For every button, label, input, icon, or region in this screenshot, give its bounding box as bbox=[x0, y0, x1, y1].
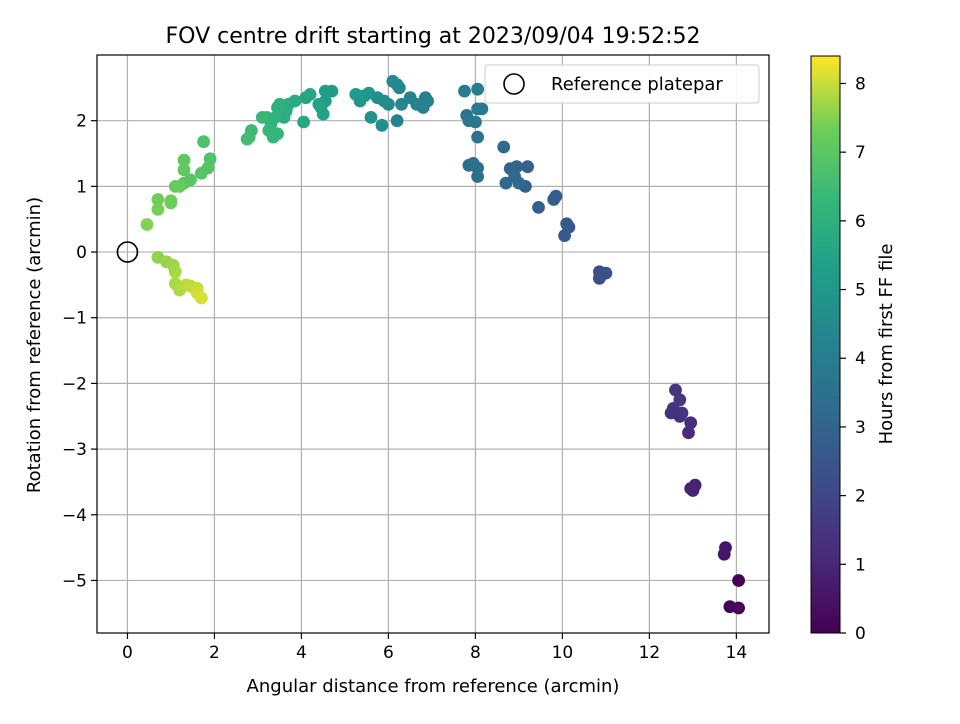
data-point bbox=[349, 88, 363, 101]
data-points bbox=[140, 74, 745, 615]
y-tick-label: −3 bbox=[62, 440, 87, 460]
legend: Reference platepar bbox=[484, 64, 760, 104]
data-point bbox=[168, 265, 182, 279]
data-point bbox=[168, 180, 182, 193]
data-point bbox=[560, 217, 574, 231]
data-point bbox=[240, 132, 254, 146]
data-point bbox=[177, 163, 191, 177]
data-point bbox=[312, 97, 326, 111]
data-point bbox=[675, 406, 689, 420]
data-point bbox=[686, 484, 700, 497]
colorbar-tick-label: 6 bbox=[855, 212, 866, 232]
data-point bbox=[395, 97, 408, 111]
data-point bbox=[362, 86, 376, 100]
data-point bbox=[195, 166, 208, 180]
colorbar-tick-label: 3 bbox=[855, 418, 866, 438]
data-point bbox=[732, 574, 745, 587]
y-tick-label: −1 bbox=[62, 309, 87, 329]
reference-platepar-marker bbox=[116, 241, 139, 263]
data-point bbox=[403, 91, 417, 105]
data-point bbox=[364, 111, 378, 124]
data-point bbox=[151, 193, 165, 206]
data-point bbox=[595, 268, 608, 282]
x-tick-label: 10 bbox=[552, 643, 574, 663]
data-point bbox=[532, 201, 545, 214]
data-point bbox=[297, 115, 310, 129]
data-point bbox=[197, 135, 211, 149]
y-tick-label: 2 bbox=[76, 112, 87, 132]
data-point bbox=[466, 157, 480, 170]
data-point bbox=[386, 74, 400, 88]
data-point bbox=[669, 383, 682, 397]
data-point bbox=[458, 84, 471, 98]
data-point bbox=[255, 111, 269, 124]
data-point bbox=[271, 101, 284, 114]
x-tick-label: 12 bbox=[639, 643, 661, 663]
colorbar-tick-label: 5 bbox=[855, 281, 866, 301]
data-point bbox=[684, 416, 698, 430]
data-point bbox=[471, 82, 484, 96]
x-tick-label: 8 bbox=[470, 643, 481, 663]
grid-lines bbox=[97, 55, 769, 633]
x-tick-label: 2 bbox=[209, 643, 220, 663]
data-point bbox=[475, 102, 489, 116]
colorbar-tick-label: 4 bbox=[855, 349, 866, 369]
colorbar-tick-label: 8 bbox=[855, 74, 866, 94]
data-point bbox=[390, 114, 404, 128]
x-tick-label: 4 bbox=[296, 643, 307, 663]
colorbar-ticks: 0 1 2 3 4 5 6 7 8 bbox=[840, 74, 866, 644]
legend-marker bbox=[503, 73, 525, 95]
colorbar-tick-label: 1 bbox=[855, 555, 866, 575]
data-point bbox=[512, 176, 526, 190]
data-point bbox=[164, 196, 178, 210]
plot-frame bbox=[96, 54, 770, 634]
data-point bbox=[195, 291, 208, 305]
data-point bbox=[673, 393, 687, 407]
y-tick-label: −2 bbox=[62, 374, 87, 394]
colorbar-label: Hours from first FF file bbox=[876, 244, 897, 445]
data-point bbox=[303, 88, 317, 101]
colorbar-tick-label: 2 bbox=[855, 487, 866, 507]
y-axis-label: Rotation from reference (arcmin) bbox=[24, 197, 45, 493]
data-point bbox=[151, 203, 165, 216]
data-point bbox=[547, 193, 561, 206]
data-point bbox=[316, 107, 330, 121]
x-tick-label: 14 bbox=[726, 643, 748, 663]
data-point bbox=[375, 118, 389, 132]
data-point bbox=[262, 124, 276, 137]
y-tick-label: 0 bbox=[76, 243, 87, 263]
x-tick-label: 6 bbox=[383, 643, 394, 663]
data-point bbox=[521, 160, 534, 174]
data-point bbox=[471, 130, 484, 144]
data-point bbox=[497, 140, 511, 154]
colorbar-tick-label: 7 bbox=[855, 143, 866, 163]
y-tick-label: −5 bbox=[62, 571, 87, 591]
data-point bbox=[318, 84, 332, 98]
legend-box bbox=[484, 64, 760, 104]
data-point bbox=[469, 115, 482, 129]
data-point bbox=[499, 176, 513, 190]
chart-title: FOV centre drift starting at 2023/09/04 … bbox=[166, 24, 701, 49]
x-axis-label: Angular distance from reference (arcmin) bbox=[247, 676, 620, 697]
data-point bbox=[140, 218, 154, 231]
x-tick-label: 0 bbox=[122, 643, 133, 663]
colorbar: 0 1 2 3 4 5 6 7 8 Hours from first FF file bbox=[810, 55, 897, 644]
data-point bbox=[732, 601, 745, 615]
data-point bbox=[682, 426, 695, 440]
data-point bbox=[717, 547, 731, 561]
y-tick-label: 1 bbox=[76, 177, 87, 197]
plot-area bbox=[97, 55, 769, 633]
colorbar-tick-label: 0 bbox=[855, 624, 866, 644]
y-tick-label: −4 bbox=[62, 506, 87, 526]
legend-label: Reference platepar bbox=[551, 74, 723, 95]
data-point bbox=[177, 153, 191, 167]
y-axis-ticks: −5 −4 −3 −2 −1 0 1 2 bbox=[62, 112, 97, 591]
colorbar-gradient bbox=[810, 55, 841, 634]
x-axis-ticks: 0 2 4 6 8 10 12 14 bbox=[122, 633, 747, 663]
